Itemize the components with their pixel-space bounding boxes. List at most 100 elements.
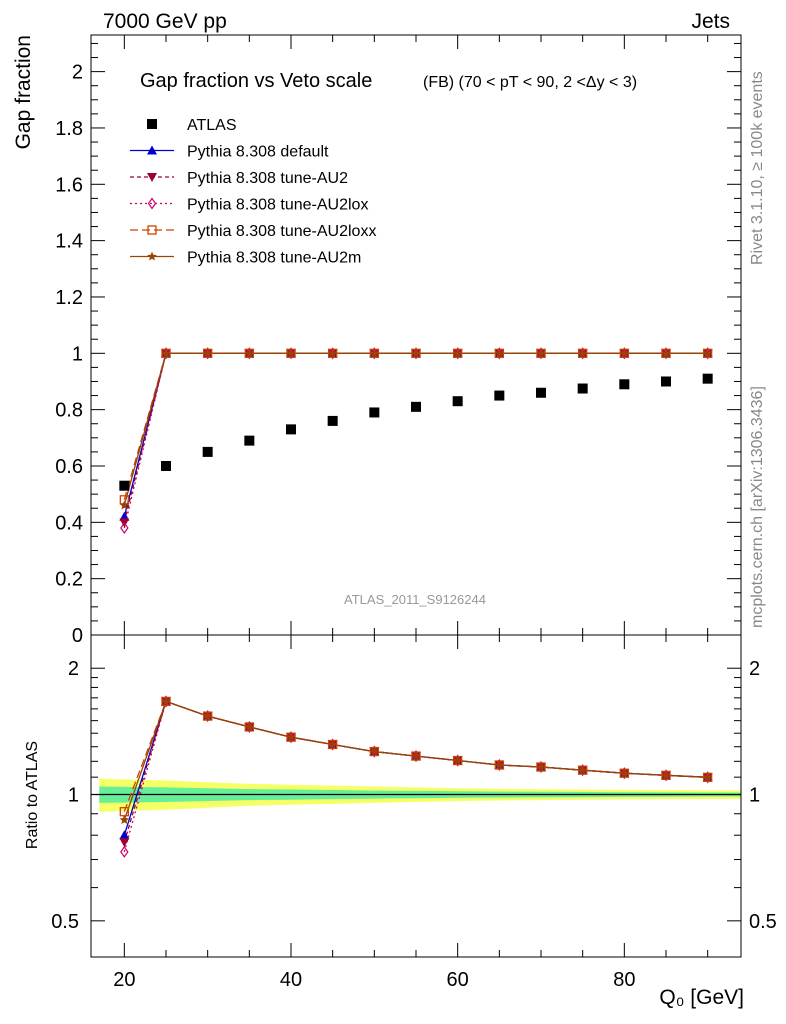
y-tick-label: 0.6 [55,456,83,478]
point-au2m [327,348,338,358]
point-au2m [702,348,713,358]
point-atlas [494,390,505,401]
legend-label-au2loxx: Pythia 8.308 tune-AU2loxx [187,223,376,240]
legend-marker-atlas [147,119,157,129]
ratio-line-default [123,700,708,836]
y-tick-label: 2 [72,62,83,84]
ratio-y-tick-label: 2 [68,658,79,680]
y-tick-label: 1.2 [55,287,83,309]
point-atlas [661,376,671,387]
y-tick-label: 0.4 [55,512,83,534]
legend-marker-au2m [147,251,157,261]
y-tick-label: 1.6 [55,174,83,196]
x-tick-label: 80 [613,969,635,991]
point-au2lox [120,521,129,535]
legend-marker-au2 [147,173,157,182]
ratio-point-au2m [619,768,630,778]
series-line-default [123,352,708,517]
legend-label-atlas: ATLAS [187,117,237,134]
legend-label-au2lox: Pythia 8.308 tune-AU2lox [187,197,368,214]
point-au2m [286,348,296,358]
ratio-point-au2m [327,739,338,749]
legend-label-default: Pythia 8.308 default [187,144,329,161]
y-tick-label: 1.4 [55,231,83,253]
point-atlas [161,460,171,471]
ratio-point-au2m [494,760,505,769]
ratio-y-tick-label: 0.5 [51,911,79,933]
header-right: Jets [691,10,730,33]
series-line-au2m [123,352,708,506]
point-au2m [577,348,588,358]
point-au2m [619,348,630,358]
ratio-point-au2m [452,755,463,765]
ratio-point-default [119,830,130,840]
ratio-point-au2m [161,696,171,706]
point-au2m [119,500,130,510]
ratio-plot: 20 40 60 80 0.5 0.5 1 1 2 2 [51,634,777,991]
header-left: 7000 GeV pp [103,10,227,33]
ratio-y-tick-label-right: 2 [749,658,760,680]
ratio-y-tick-label: 1 [68,785,79,807]
y-tick-label: 0.2 [55,569,83,591]
ratio-point-au2m [369,746,380,756]
point-atlas [369,407,380,418]
ratio-point-au2m [202,711,213,721]
point-au2m [244,348,255,358]
legend-label-au2m: Pythia 8.308 tune-AU2m [187,250,361,267]
y-tick-label: 0.8 [55,400,83,422]
ratio-point-au2m [661,770,671,780]
point-au2m [369,348,380,358]
legend-label-au2: Pythia 8.308 tune-AU2 [187,170,348,187]
legend-marker-au2loxx [147,225,157,235]
ratio-point-au2m [244,721,255,731]
main-subtitle: (FB) (70 < pT < 90, 2 <Δy < 3) [423,74,637,91]
y-tick-label: 1 [72,343,83,365]
point-atlas [452,396,463,407]
ratio-y-tick-label-right: 1 [749,785,760,807]
main-plot: 0 0.2 0.4 0.6 0.8 1 1.2 1.4 1.6 1.8 2 [55,34,742,647]
point-au2m [202,348,213,358]
ratio-point-au2lox [120,845,129,858]
point-atlas [244,435,255,446]
legend: ATLAS Pythia 8.308 default Pythia 8.308 tu… [130,117,376,267]
point-atlas [411,401,421,412]
legend-marker-au2lox [147,197,157,210]
ratio-point-au2m [411,751,421,761]
point-atlas [327,415,338,426]
y-tick-label: 1.8 [55,118,83,140]
point-au2m [411,348,421,358]
ratio-point-au2m [702,772,713,782]
point-au2m [452,348,463,358]
watermark: ATLAS_2011_S9126244 [344,592,486,607]
point-atlas [202,446,213,457]
point-atlas [119,480,130,491]
main-ylabel: Gap fraction [12,35,35,149]
point-au2m [536,348,546,358]
ratio-ylabel: Ratio to ATLAS [24,741,41,849]
point-au2m [661,348,671,358]
ratio-point-au2m [536,762,546,772]
ratio-point-au2m [119,814,130,824]
point-au2m [161,348,171,358]
ratio-xlabel: Q₀ [GeV] [659,986,744,1009]
series-line-au2loxx [123,352,708,500]
x-tick-label: 20 [113,969,135,991]
point-au2m [494,348,505,358]
series-line-au2 [123,352,708,523]
point-atlas [536,387,546,398]
legend-marker-default [147,145,157,155]
ratio-point-au2 [119,838,130,848]
ratio-point-au2m [286,732,296,742]
rivet-label: Rivet 3.1.10, ≥ 100k events [749,71,766,265]
point-atlas [619,379,630,390]
ratio-y-tick-label-right: 0.5 [749,911,777,933]
point-atlas [702,373,713,384]
y-tick-label: 0 [72,625,83,647]
point-atlas [286,424,296,435]
point-atlas [577,383,588,394]
main-title: Gap fraction vs Veto scale [140,70,372,92]
x-tick-label: 60 [447,969,469,991]
mcplots-label: mcplots.cern.ch [arXiv:1306.3436] [749,386,766,628]
x-tick-label: 40 [280,969,302,991]
